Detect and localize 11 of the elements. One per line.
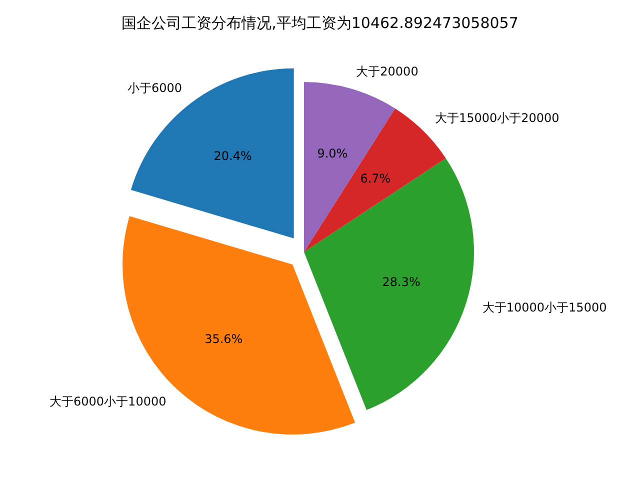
slice-label: 大于15000小于20000	[434, 110, 560, 125]
data-label: 35.6%	[204, 332, 243, 346]
data-label: 28.3%	[382, 274, 420, 289]
slice-label: 大于10000小于15000	[482, 300, 607, 314]
data-label: 6.7%	[360, 171, 391, 186]
slice-label: 大于20000	[356, 64, 418, 79]
data-label: 20.4%	[214, 148, 252, 163]
slice-label: 小于6000	[127, 80, 182, 95]
chart-title: 国企公司工资分布情况,平均工资为10462.892473058057	[122, 14, 518, 32]
data-label: 9.0%	[317, 146, 348, 160]
slice-label: 大于6000小于10000	[50, 394, 166, 409]
